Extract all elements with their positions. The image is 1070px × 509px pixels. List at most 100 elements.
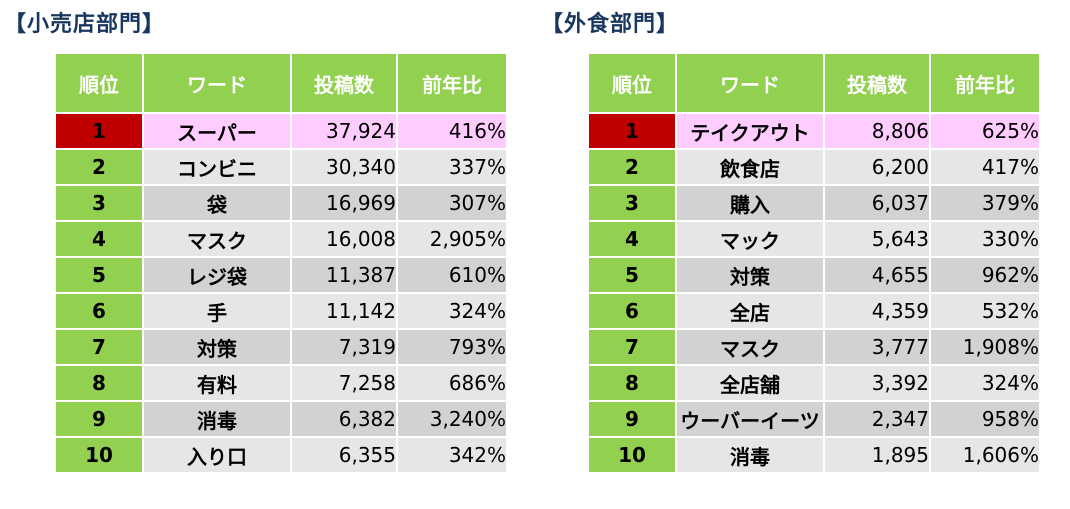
retail-ranking-table: 順位 ワード 投稿数 前年比 1 スーパー 37,924 416% 2 コンビニ 30,34… xyxy=(54,52,508,474)
yoy-cell: 962% xyxy=(929,256,1041,294)
word-cell: マスク xyxy=(675,328,825,366)
rank-cell: 3 xyxy=(587,184,677,222)
rank-cell: 8 xyxy=(54,364,144,402)
food-ranking-table: 順位 ワード 投稿数 前年比 1 テイクアウト 8,806 625% 2 飲食店 6,200… xyxy=(587,52,1041,474)
table-row: 1 スーパー 37,924 416% xyxy=(54,112,508,150)
table-row: 6 全店 4,359 532% xyxy=(587,292,1041,330)
yoy-cell: 686% xyxy=(396,364,508,402)
posts-cell: 7,319 xyxy=(290,328,398,366)
table-header-row: 順位 ワード 投稿数 前年比 xyxy=(587,52,1041,114)
rank-cell: 7 xyxy=(54,328,144,366)
posts-cell: 1,895 xyxy=(823,436,931,474)
rank-cell: 9 xyxy=(54,400,144,438)
table-row: 9 消毒 6,382 3,240% xyxy=(54,400,508,438)
rank-cell: 4 xyxy=(587,220,677,258)
table-row: 9 ウーバーイーツ 2,347 958% xyxy=(587,400,1041,438)
header-yoy: 前年比 xyxy=(396,52,508,114)
header-yoy: 前年比 xyxy=(929,52,1041,114)
yoy-cell: 337% xyxy=(396,148,508,186)
yoy-cell: 1,606% xyxy=(929,436,1041,474)
word-cell: 飲食店 xyxy=(675,148,825,186)
table-row: 5 対策 4,655 962% xyxy=(587,256,1041,294)
table-row: 1 テイクアウト 8,806 625% xyxy=(587,112,1041,150)
yoy-cell: 2,905% xyxy=(396,220,508,258)
posts-cell: 3,392 xyxy=(823,364,931,402)
word-cell: 消毒 xyxy=(142,400,292,438)
word-cell: テイクアウト xyxy=(675,112,825,150)
yoy-cell: 324% xyxy=(396,292,508,330)
yoy-cell: 307% xyxy=(396,184,508,222)
word-cell: 袋 xyxy=(142,184,292,222)
posts-cell: 30,340 xyxy=(290,148,398,186)
table-row: 8 全店舗 3,392 324% xyxy=(587,364,1041,402)
posts-cell: 7,258 xyxy=(290,364,398,402)
rank-cell: 5 xyxy=(54,256,144,294)
word-cell: レジ袋 xyxy=(142,256,292,294)
table-row: 7 マスク 3,777 1,908% xyxy=(587,328,1041,366)
word-cell: スーパー xyxy=(142,112,292,150)
rank-cell: 10 xyxy=(54,436,144,474)
yoy-cell: 532% xyxy=(929,292,1041,330)
header-posts: 投稿数 xyxy=(290,52,398,114)
food-section-title: 【外食部門】 xyxy=(541,12,680,37)
rank-cell: 1 xyxy=(587,112,677,150)
rank-cell: 1 xyxy=(54,112,144,150)
posts-cell: 4,655 xyxy=(823,256,931,294)
rank-cell: 2 xyxy=(587,148,677,186)
table-row: 6 手 11,142 324% xyxy=(54,292,508,330)
header-rank: 順位 xyxy=(587,52,677,114)
header-word: ワード xyxy=(675,52,825,114)
word-cell: 全店 xyxy=(675,292,825,330)
rank-cell: 10 xyxy=(587,436,677,474)
rank-cell: 8 xyxy=(587,364,677,402)
yoy-cell: 416% xyxy=(396,112,508,150)
word-cell: 対策 xyxy=(142,328,292,366)
yoy-cell: 1,908% xyxy=(929,328,1041,366)
table-row: 4 マック 5,643 330% xyxy=(587,220,1041,258)
posts-cell: 6,355 xyxy=(290,436,398,474)
word-cell: 消毒 xyxy=(675,436,825,474)
rank-cell: 9 xyxy=(587,400,677,438)
table-row: 3 購入 6,037 379% xyxy=(587,184,1041,222)
word-cell: ウーバーイーツ xyxy=(675,400,825,438)
table-row: 4 マスク 16,008 2,905% xyxy=(54,220,508,258)
yoy-cell: 342% xyxy=(396,436,508,474)
yoy-cell: 3,240% xyxy=(396,400,508,438)
rank-cell: 2 xyxy=(54,148,144,186)
table-row: 10 入り口 6,355 342% xyxy=(54,436,508,474)
posts-cell: 3,777 xyxy=(823,328,931,366)
retail-section-title: 【小売店部門】 xyxy=(4,12,166,37)
rank-cell: 7 xyxy=(587,328,677,366)
yoy-cell: 330% xyxy=(929,220,1041,258)
posts-cell: 16,969 xyxy=(290,184,398,222)
rank-cell: 4 xyxy=(54,220,144,258)
rank-cell: 6 xyxy=(54,292,144,330)
word-cell: 全店舗 xyxy=(675,364,825,402)
table-row: 2 コンビニ 30,340 337% xyxy=(54,148,508,186)
posts-cell: 2,347 xyxy=(823,400,931,438)
word-cell: 入り口 xyxy=(142,436,292,474)
table-row: 10 消毒 1,895 1,606% xyxy=(587,436,1041,474)
word-cell: 手 xyxy=(142,292,292,330)
yoy-cell: 610% xyxy=(396,256,508,294)
word-cell: 有料 xyxy=(142,364,292,402)
rank-cell: 3 xyxy=(54,184,144,222)
posts-cell: 6,037 xyxy=(823,184,931,222)
table-row: 5 レジ袋 11,387 610% xyxy=(54,256,508,294)
word-cell: 購入 xyxy=(675,184,825,222)
yoy-cell: 324% xyxy=(929,364,1041,402)
rank-cell: 5 xyxy=(587,256,677,294)
table-row: 3 袋 16,969 307% xyxy=(54,184,508,222)
posts-cell: 6,382 xyxy=(290,400,398,438)
yoy-cell: 793% xyxy=(396,328,508,366)
yoy-cell: 417% xyxy=(929,148,1041,186)
header-posts: 投稿数 xyxy=(823,52,931,114)
word-cell: 対策 xyxy=(675,256,825,294)
word-cell: マスク xyxy=(142,220,292,258)
header-word: ワード xyxy=(142,52,292,114)
word-cell: マック xyxy=(675,220,825,258)
yoy-cell: 958% xyxy=(929,400,1041,438)
header-rank: 順位 xyxy=(54,52,144,114)
word-cell: コンビニ xyxy=(142,148,292,186)
posts-cell: 4,359 xyxy=(823,292,931,330)
